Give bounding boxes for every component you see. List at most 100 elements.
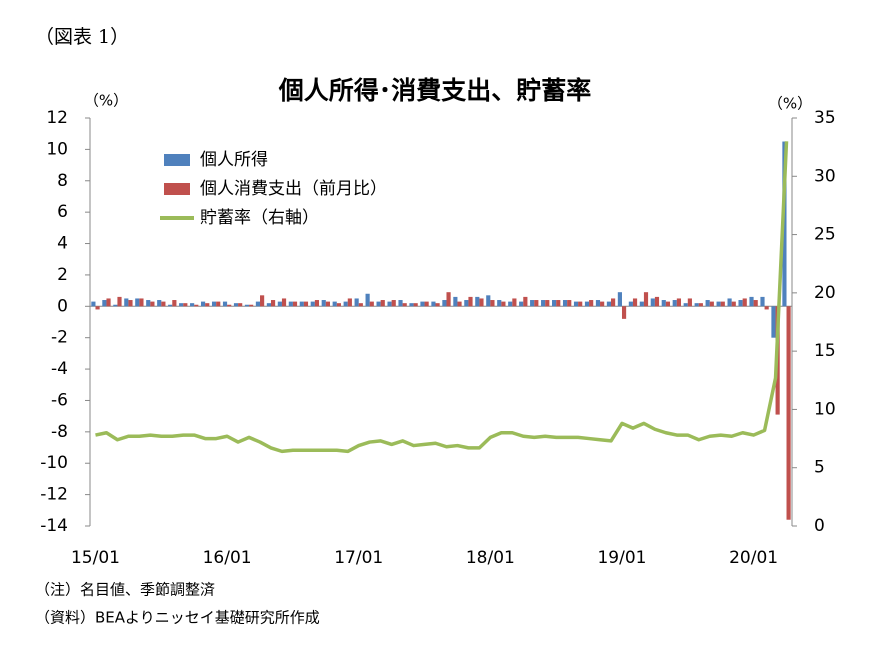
bar: [562, 300, 568, 307]
bar: [201, 301, 206, 307]
bar: [621, 306, 627, 319]
bar: [190, 303, 195, 307]
bar: [288, 301, 293, 307]
bar: [705, 300, 710, 307]
bar: [584, 301, 590, 307]
bar: [431, 301, 436, 307]
bar: [150, 301, 155, 307]
bar: [157, 300, 162, 307]
bar: [260, 295, 265, 307]
bar: [479, 298, 484, 307]
y-tick-label: -8: [51, 422, 68, 442]
bar: [369, 301, 374, 307]
bar: [442, 300, 447, 307]
bar: [519, 301, 524, 307]
bar: [402, 303, 407, 307]
y2-tick-label: 25: [814, 225, 836, 245]
bar: [336, 303, 341, 307]
bar: [661, 300, 666, 307]
bar: [161, 301, 166, 307]
x-tick-label: 15/01: [71, 548, 120, 568]
bar: [698, 303, 703, 307]
bar: [91, 301, 96, 307]
y-tick-label: -4: [51, 359, 68, 379]
bar: [380, 300, 385, 307]
bar: [266, 303, 271, 307]
bar: [650, 298, 655, 307]
bar: [716, 301, 721, 307]
bar: [486, 295, 491, 307]
bar: [753, 300, 758, 307]
bar: [205, 303, 210, 307]
bar: [255, 301, 261, 307]
y-tick-label: 8: [57, 171, 68, 191]
bar: [413, 303, 418, 307]
y-tick-label: -10: [40, 453, 68, 473]
legend-swatch: [164, 154, 190, 166]
bar: [179, 303, 184, 307]
bar: [128, 300, 133, 307]
bar: [376, 301, 381, 307]
x-tick-label: 19/01: [597, 548, 646, 568]
bar: [665, 301, 671, 307]
bar: [139, 298, 144, 307]
bar: [398, 300, 403, 307]
bar: [600, 301, 605, 307]
legend-label: 個人消費支出（前月比）: [200, 179, 387, 199]
bar: [325, 301, 330, 307]
bar: [277, 301, 282, 307]
y2-tick-label: 0: [814, 516, 825, 536]
y-tick-label: -6: [51, 390, 68, 410]
bar: [343, 301, 348, 307]
y-tick-label: 0: [57, 296, 68, 316]
bar: [211, 301, 217, 307]
x-tick-label: 16/01: [203, 548, 252, 568]
y2-tick-label: 20: [814, 283, 836, 303]
bar: [552, 300, 557, 307]
bar: [453, 296, 458, 307]
y-tick-label: -2: [51, 328, 68, 348]
y-tick-label: 6: [57, 202, 68, 222]
bar: [727, 298, 732, 307]
bar: [303, 301, 309, 307]
bar: [720, 301, 725, 307]
bar: [578, 301, 583, 307]
bar: [172, 300, 177, 307]
bar: [314, 300, 320, 307]
bar: [435, 303, 440, 307]
bar: [764, 306, 769, 310]
bar: [523, 296, 528, 307]
y-tick-label: 4: [57, 234, 68, 254]
bar: [683, 303, 688, 307]
bar: [672, 300, 677, 307]
bar: [687, 298, 692, 307]
bar: [409, 303, 414, 307]
bar: [589, 300, 594, 307]
x-tick-label: 17/01: [334, 548, 383, 568]
bar: [654, 296, 660, 307]
bar: [534, 300, 539, 307]
bar: [628, 301, 633, 307]
y2-tick-label: 35: [814, 108, 836, 128]
bar: [617, 292, 622, 307]
legend-label: 個人所得: [200, 150, 268, 170]
y-tick-label: -12: [40, 485, 68, 505]
bar: [771, 306, 776, 338]
bar: [102, 300, 107, 307]
x-tick-label: 18/01: [466, 548, 515, 568]
bar: [606, 301, 612, 307]
bar: [760, 296, 765, 307]
bar: [113, 304, 118, 307]
figure-label: （図表 1）: [35, 26, 129, 48]
bar: [365, 293, 370, 307]
bar: [310, 301, 315, 307]
y-tick-label: 10: [46, 139, 68, 159]
bar: [541, 300, 546, 307]
y2-axis-label: （%）: [768, 95, 812, 113]
bar: [391, 300, 396, 307]
chart-title: 個人所得･消費支出、貯蓄率: [278, 76, 592, 105]
bar: [321, 300, 326, 307]
bar: [233, 303, 239, 307]
y-tick-label: 2: [57, 265, 68, 285]
note: （資料）BEAよりニッセイ基礎研究所作成: [35, 609, 320, 627]
